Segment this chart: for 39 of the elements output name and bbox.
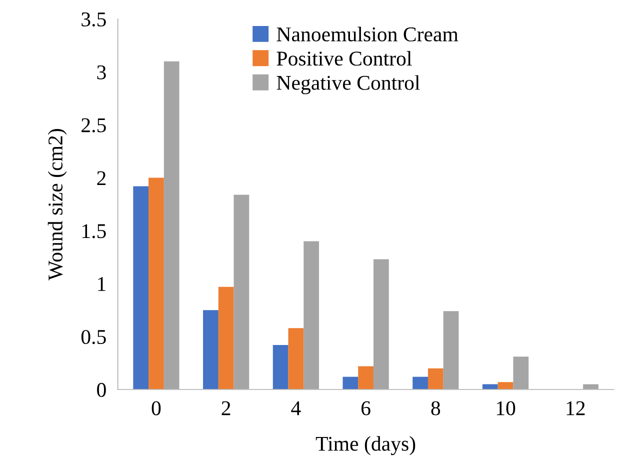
bar	[443, 311, 459, 390]
legend-label: Negative Control	[276, 75, 420, 94]
y-tick-label: 1.5	[82, 224, 106, 238]
bar	[373, 259, 389, 390]
bar	[498, 382, 514, 390]
bar	[358, 366, 374, 390]
x-axis-title: Time (days)	[316, 436, 416, 456]
bar	[288, 328, 304, 390]
x-tick-label: 2	[222, 401, 230, 416]
x-tick-label: 4	[291, 401, 301, 416]
y-tick-label: 0	[97, 382, 106, 397]
bar	[513, 356, 529, 390]
bar	[583, 384, 598, 390]
bar	[304, 241, 319, 390]
x-tick-label: 6	[361, 401, 370, 416]
legend-label: Positive Control	[276, 50, 412, 66]
bar	[133, 186, 149, 390]
y-axis-title: Wound size (cm2)	[48, 129, 67, 280]
y-tick-label: 2.5	[82, 118, 106, 132]
bar	[482, 384, 498, 390]
y-tick-label: 0.5	[81, 330, 106, 344]
y-tick-label: 2	[97, 171, 106, 186]
bar	[234, 194, 250, 390]
x-tick-label: 10	[496, 401, 516, 416]
bar	[203, 310, 218, 390]
legend-label: Nanoemulsion Cream	[276, 26, 458, 42]
bar	[164, 61, 180, 390]
x-tick-label: 0	[152, 401, 161, 416]
x-tick-label: 8	[431, 401, 440, 416]
y-tick-label: 1	[98, 277, 106, 291]
bar	[412, 376, 428, 390]
bar	[342, 376, 358, 390]
bar	[148, 178, 164, 390]
y-tick-label: 3.5	[82, 12, 106, 27]
x-tick-label: 12	[566, 401, 585, 416]
bar	[218, 286, 234, 390]
y-tick-label: 3	[97, 65, 106, 80]
bar	[428, 368, 444, 390]
bar	[272, 345, 288, 390]
